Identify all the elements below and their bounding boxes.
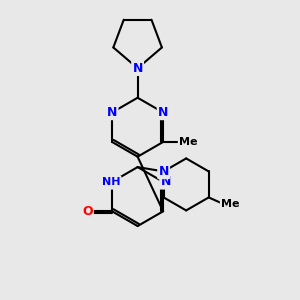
Text: O: O bbox=[82, 205, 93, 218]
Text: N: N bbox=[158, 106, 168, 119]
Text: Me: Me bbox=[179, 137, 197, 147]
Text: N: N bbox=[158, 165, 169, 178]
Text: Me: Me bbox=[221, 200, 239, 209]
Text: N: N bbox=[107, 175, 117, 188]
Text: N: N bbox=[160, 175, 171, 188]
Text: N: N bbox=[107, 106, 117, 119]
Text: N: N bbox=[132, 62, 143, 75]
Text: NH: NH bbox=[102, 177, 120, 187]
